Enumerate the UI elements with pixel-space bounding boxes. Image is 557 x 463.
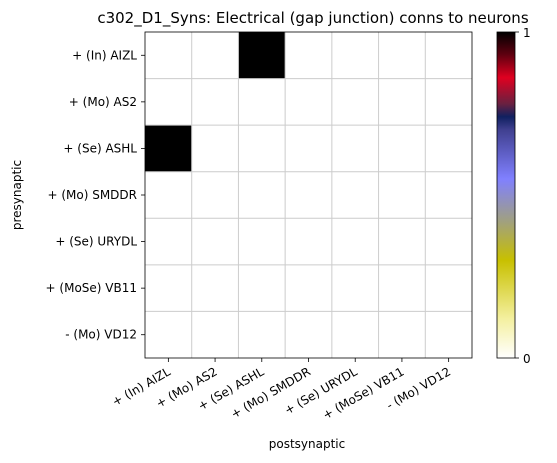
y-axis-label: presynaptic (10, 160, 24, 230)
colorbar: 1 0 (496, 26, 531, 366)
y-tick-label: + (Se) ASHL (63, 141, 137, 155)
y-tick-label: - (Mo) VD12 (65, 328, 137, 342)
chart-title: c302_D1_Syns: Electrical (gap junction) … (97, 9, 528, 28)
x-axis-label: postsynaptic (269, 437, 345, 451)
plot-area: + (In) AIZL + (Mo) AS2 + (Se) ASHL + (Mo) S… (46, 31, 473, 422)
x-tick-label: + (Mo) SMDDR (228, 364, 313, 421)
x-tick-label: + (MoSe) VB11 (320, 364, 406, 422)
heatmap-cell (145, 125, 192, 172)
y-tick-label: + (Mo) AS2 (69, 95, 137, 109)
y-tick-label: + (MoSe) VB11 (46, 281, 137, 295)
plot-background (145, 32, 472, 358)
heatmap-cell (238, 32, 286, 79)
colorbar-gradient (496, 31, 516, 359)
y-tick-label: + (Mo) SMDDR (47, 188, 137, 202)
y-tick-label: + (In) AIZL (72, 48, 137, 62)
y-tick-label: + (Se) URYDL (55, 235, 137, 249)
colorbar-tick-label-min: 0 (523, 352, 531, 366)
colorbar-tick-label-max: 1 (523, 26, 531, 40)
